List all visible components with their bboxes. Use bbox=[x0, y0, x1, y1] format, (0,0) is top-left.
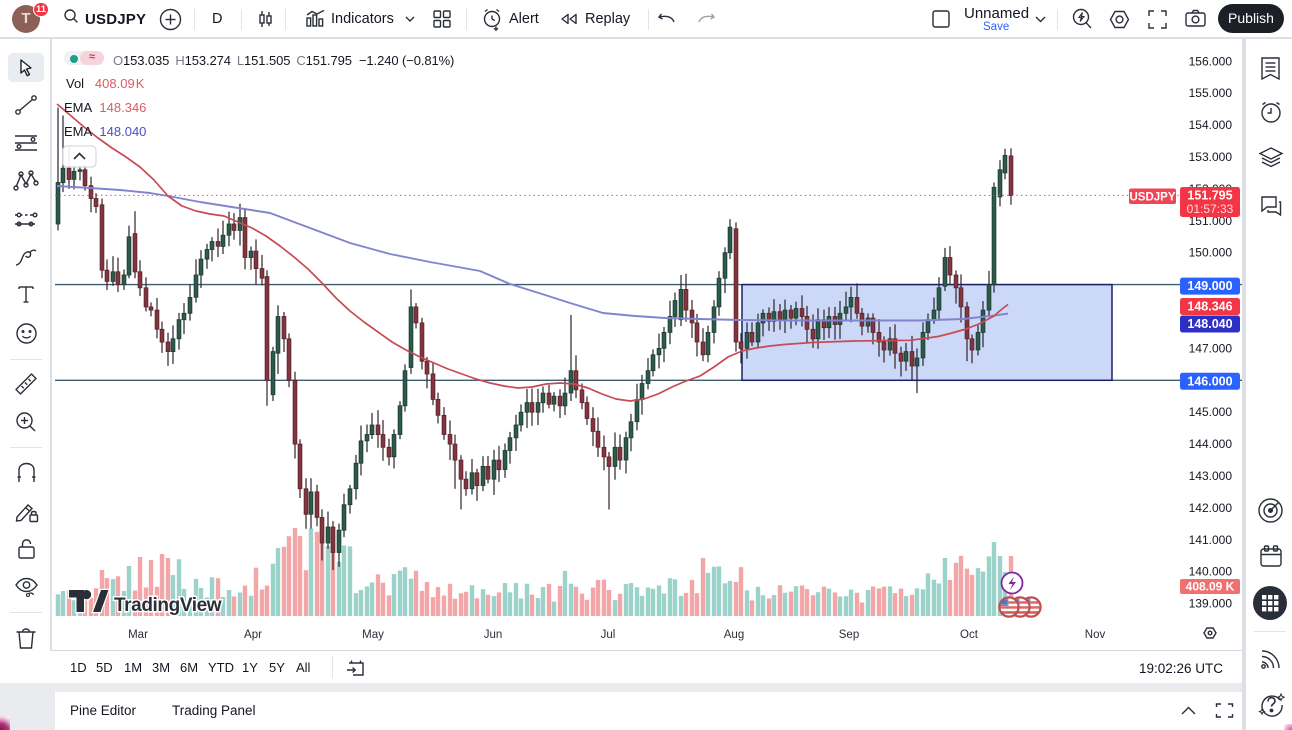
svg-text:140.000: 140.000 bbox=[1189, 565, 1233, 579]
svg-text:Mar: Mar bbox=[128, 629, 148, 641]
svg-text:146.000: 146.000 bbox=[1187, 374, 1232, 388]
svg-text:145.000: 145.000 bbox=[1189, 405, 1233, 419]
svg-text:May: May bbox=[362, 629, 384, 641]
svg-text:143.000: 143.000 bbox=[1189, 469, 1233, 483]
svg-text:Apr: Apr bbox=[244, 629, 262, 641]
svg-text:147.000: 147.000 bbox=[1189, 341, 1233, 355]
svg-text:01:57:33: 01:57:33 bbox=[1187, 202, 1234, 216]
svg-text:151.000: 151.000 bbox=[1189, 214, 1233, 228]
svg-text:150.000: 150.000 bbox=[1189, 246, 1233, 260]
svg-text:154.000: 154.000 bbox=[1189, 118, 1233, 132]
svg-text:141.000: 141.000 bbox=[1189, 533, 1233, 547]
svg-text:142.000: 142.000 bbox=[1189, 501, 1233, 515]
svg-text:148.040: 148.040 bbox=[1187, 317, 1232, 331]
svg-text:Oct: Oct bbox=[960, 629, 979, 641]
svg-text:144.000: 144.000 bbox=[1189, 437, 1233, 451]
svg-text:Sep: Sep bbox=[839, 629, 859, 641]
svg-text:408.09 K: 408.09 K bbox=[1186, 580, 1235, 594]
svg-text:153.000: 153.000 bbox=[1189, 150, 1233, 164]
svg-text:151.795: 151.795 bbox=[1187, 189, 1232, 203]
svg-text:156.000: 156.000 bbox=[1189, 54, 1233, 68]
svg-text:Jun: Jun bbox=[484, 629, 503, 641]
svg-text:Jul: Jul bbox=[601, 629, 616, 641]
svg-text:Nov: Nov bbox=[1085, 629, 1106, 641]
svg-text:TradingView: TradingView bbox=[114, 595, 222, 616]
svg-text:155.000: 155.000 bbox=[1189, 86, 1233, 100]
svg-text:USDJPY: USDJPY bbox=[1129, 192, 1175, 204]
svg-text:Aug: Aug bbox=[724, 629, 744, 641]
svg-text:139.000: 139.000 bbox=[1189, 597, 1233, 611]
svg-text:149.000: 149.000 bbox=[1187, 279, 1232, 293]
svg-text:148.346: 148.346 bbox=[1187, 300, 1232, 314]
